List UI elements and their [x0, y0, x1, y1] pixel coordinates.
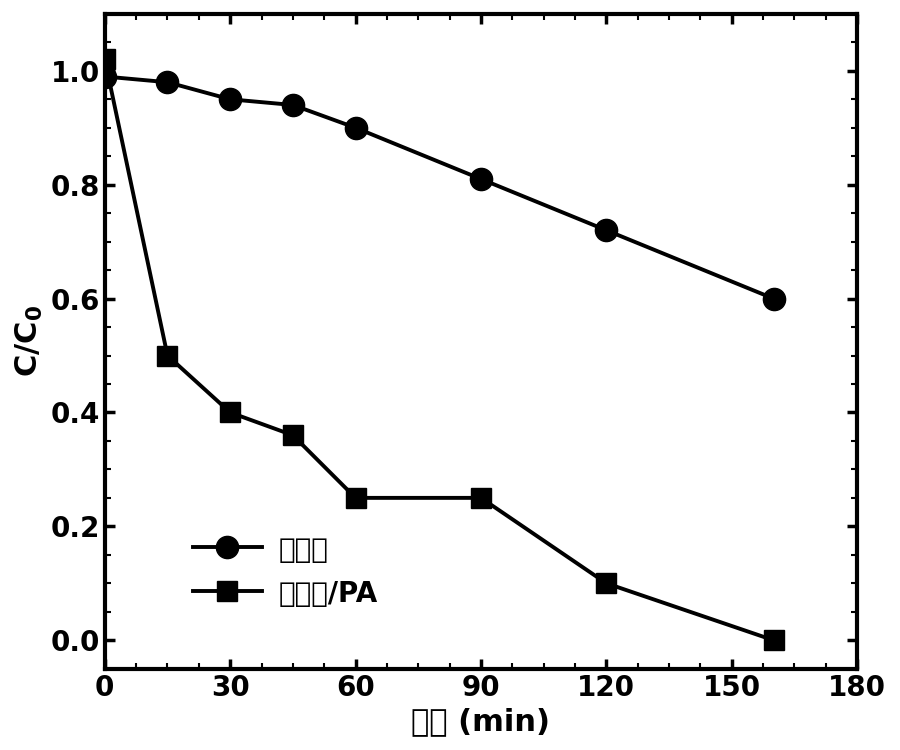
Line: 水热炭/PA: 水热炭/PA: [95, 50, 783, 650]
水热炭/PA: [287, 430, 298, 439]
水热炭/PA: [601, 579, 612, 588]
X-axis label: 时间 (min): 时间 (min): [411, 707, 551, 736]
水热炭/PA: [350, 494, 361, 502]
水热炭: [225, 94, 236, 104]
水热炭: [475, 175, 486, 184]
水热炭/PA: [475, 494, 486, 502]
水热炭: [768, 294, 778, 303]
水热炭/PA: [162, 351, 173, 360]
Line: 水热炭: 水热炭: [94, 65, 785, 310]
水热炭: [99, 72, 110, 81]
水热炭/PA: [768, 636, 778, 645]
水热炭/PA: [99, 55, 110, 64]
水热炭/PA: [225, 408, 236, 417]
水热炭: [162, 78, 173, 87]
Y-axis label: C/C$_0$: C/C$_0$: [14, 305, 45, 377]
水热炭: [350, 123, 361, 132]
水热炭: [287, 100, 298, 109]
Legend: 水热炭, 水热炭/PA: 水热炭, 水热炭/PA: [179, 521, 392, 622]
水热炭: [601, 226, 612, 235]
